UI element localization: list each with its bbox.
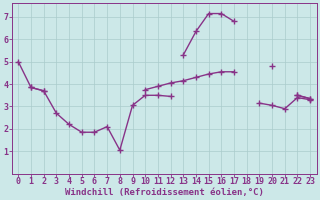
X-axis label: Windchill (Refroidissement éolien,°C): Windchill (Refroidissement éolien,°C) [65,188,264,197]
